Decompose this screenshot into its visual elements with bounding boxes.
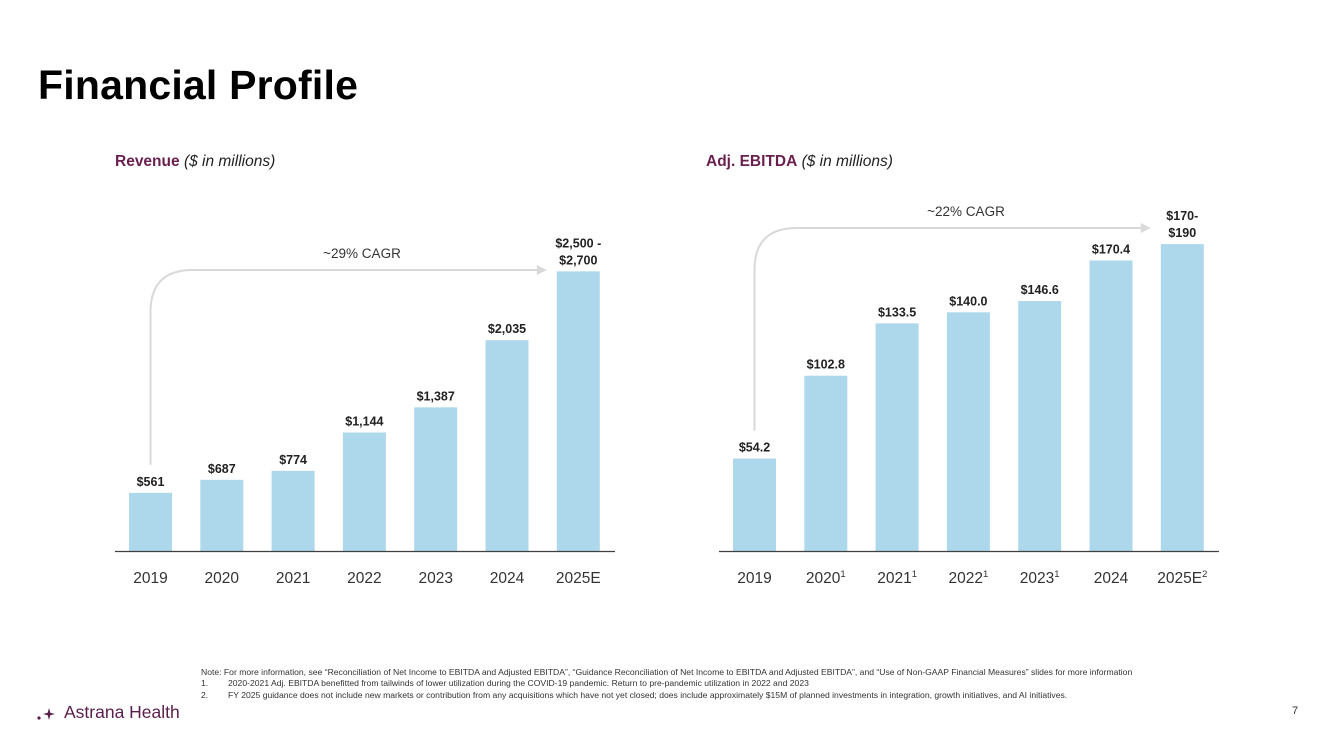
revenue-cagr-arrow-line — [149, 269, 539, 465]
revenue-tick-label: 2020 — [205, 570, 240, 587]
revenue-bar — [271, 470, 315, 551]
footnote-1-text: 2020-2021 Adj. EBITDA benefitted from ta… — [228, 678, 809, 689]
ebitda-data-label: $102.8 — [807, 358, 845, 372]
revenue-bar — [342, 432, 386, 551]
revenue-cagr-annotation: ~29% CAGR — [323, 246, 401, 261]
company-logo: Astrana Health — [36, 702, 180, 723]
revenue-title-italic: ($ in millions) — [183, 153, 276, 170]
revenue-tick-label: 2022 — [347, 570, 381, 587]
revenue-data-label: $1,387 — [417, 389, 455, 403]
ebitda-cagr-arrow-line — [753, 227, 1143, 431]
revenue-chart-title: Revenue ($ in millions) — [115, 153, 275, 171]
sparkle-logo-icon — [37, 707, 55, 720]
ebitda-data-label: $54.2 — [739, 441, 770, 455]
revenue-tick-label: 2023 — [418, 570, 452, 587]
ebitda-chart-title: Adj. EBITDA ($ in millions) — [706, 153, 893, 171]
ebitda-bar — [1160, 244, 1204, 551]
logo-text: Astrana Health — [64, 702, 180, 722]
footnote-2-number: 2. — [201, 689, 209, 700]
page-title: Financial Profile — [38, 62, 359, 108]
ebitda-data-label: $190 — [1168, 226, 1196, 240]
ebitda-data-label: $170- — [1166, 209, 1198, 223]
revenue-data-label: $2,035 — [488, 322, 526, 336]
revenue-tick-label: 2019 — [133, 570, 167, 587]
ebitda-title-bold: Adj. EBITDA — [706, 153, 798, 170]
revenue-title-bold: Revenue — [115, 153, 180, 170]
ebitda-tick-label: 20211 — [877, 569, 917, 587]
ebitda-bar — [733, 458, 776, 551]
ebitda-tick-label: 20221 — [949, 569, 989, 587]
ebitda-tick-label: 2019 — [737, 570, 771, 587]
ebitda-bar — [1089, 260, 1133, 551]
ebitda-chart: $54.2 2019 $102.8 20201 $133.5 20211 $140.0 202… — [719, 204, 1219, 587]
ebitda-tick-label: 2025E2 — [1157, 569, 1207, 587]
footnotes: Note: For more information, see “Reconci… — [201, 667, 1231, 701]
ebitda-data-label: $170.4 — [1092, 242, 1130, 256]
revenue-bar — [414, 407, 458, 551]
footnote-1: 1. 2020-2021 Adj. EBITDA benefitted from… — [201, 678, 1231, 689]
revenue-bar — [556, 271, 600, 551]
revenue-data-label: $774 — [279, 453, 307, 467]
revenue-bar — [129, 492, 172, 551]
revenue-bar — [485, 340, 529, 551]
ebitda-tick-label: 20231 — [1020, 569, 1060, 587]
footnote-2-text: FY 2025 guidance does not include new ma… — [228, 689, 1068, 700]
revenue-data-label: $687 — [208, 462, 236, 476]
revenue-tick-label: 2024 — [490, 570, 525, 587]
ebitda-data-label: $140.0 — [949, 294, 987, 308]
footnote-1-number: 1. — [201, 678, 209, 689]
revenue-data-label: $561 — [137, 475, 165, 489]
revenue-data-label: $1,144 — [345, 415, 383, 429]
ebitda-bar — [1018, 301, 1062, 551]
ebitda-tick-label: 20201 — [806, 569, 846, 587]
revenue-data-label: $2,700 — [559, 253, 597, 267]
ebitda-bar — [875, 323, 919, 551]
ebitda-cagr-arrow-head — [1140, 223, 1151, 233]
revenue-data-label: $2,500 - — [555, 236, 601, 250]
ebitda-title-italic: ($ in millions) — [801, 153, 893, 170]
revenue-chart: $561 2019 $687 2020 $774 2021 $1,144 2022 $1,387… — [115, 236, 615, 587]
ebitda-bar — [946, 312, 990, 551]
page-number: 7 — [1292, 705, 1299, 717]
ebitda-data-label: $146.6 — [1021, 283, 1059, 297]
revenue-tick-label: 2021 — [276, 570, 310, 587]
ebitda-cagr-annotation: ~22% CAGR — [927, 204, 1005, 219]
footnote-main: Note: For more information, see “Reconci… — [201, 667, 1133, 677]
ebitda-bar — [804, 375, 848, 551]
revenue-cagr-arrow-head — [536, 265, 547, 275]
revenue-tick-label: 2025E — [556, 570, 601, 587]
footnote-2: 2. FY 2025 guidance does not include new… — [201, 690, 1231, 701]
ebitda-tick-label: 2024 — [1094, 570, 1129, 587]
revenue-bar — [200, 479, 244, 551]
ebitda-data-label: $133.5 — [878, 305, 916, 319]
